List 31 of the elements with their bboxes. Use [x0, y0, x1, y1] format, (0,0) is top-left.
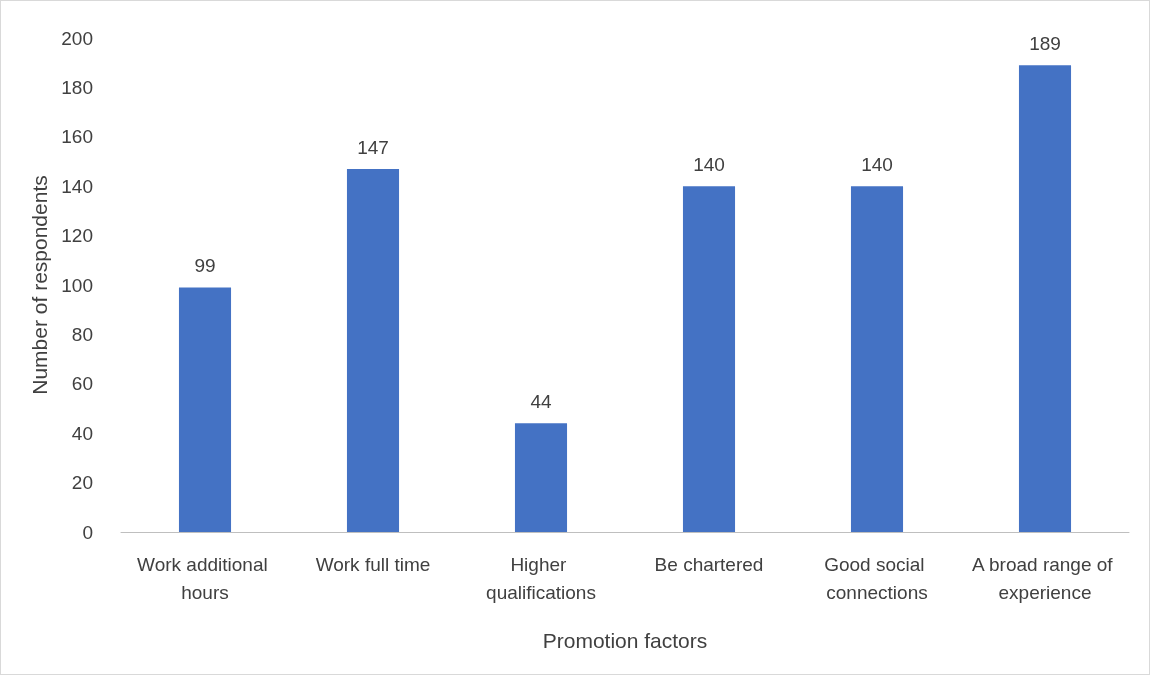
y-tick-label: 120: [61, 225, 93, 247]
data-label: 189: [1029, 33, 1061, 55]
x-tick-label: Good social connections: [824, 553, 930, 603]
x-tick-label: A broad range of experience: [972, 553, 1118, 603]
data-label: 140: [861, 154, 893, 176]
bar: [346, 168, 400, 532]
x-tick-label: Work additional hours: [137, 553, 273, 603]
data-label: 147: [357, 136, 389, 158]
y-tick-label: 20: [71, 472, 93, 494]
x-axis-title: Promotion factors: [542, 629, 708, 652]
data-label: 140: [693, 154, 725, 176]
bar: [178, 287, 232, 532]
x-tick-label: Work full time: [315, 553, 431, 575]
y-tick-label: 200: [61, 27, 93, 49]
data-label: 99: [194, 255, 216, 277]
y-tick-label: 0: [82, 521, 93, 543]
x-tick-label: Be chartered: [654, 553, 764, 575]
x-tick-label: Higher qualifications: [486, 553, 596, 603]
bar: [1018, 65, 1072, 532]
bar: [514, 423, 568, 532]
bar: [850, 186, 904, 532]
y-tick-label: 100: [61, 274, 93, 296]
y-tick-label: 80: [71, 323, 93, 345]
y-axis-title: Number of respondents: [28, 175, 52, 395]
y-tick-label: 180: [61, 76, 93, 98]
y-tick-label: 60: [71, 373, 93, 395]
y-tick-label: 40: [71, 422, 93, 444]
y-tick-label: 160: [61, 126, 93, 148]
y-tick-label: 140: [61, 175, 93, 197]
data-label: 44: [530, 391, 552, 413]
bar: [682, 186, 736, 532]
